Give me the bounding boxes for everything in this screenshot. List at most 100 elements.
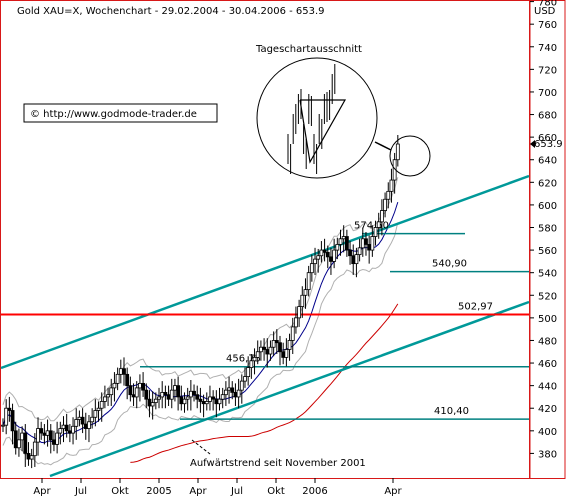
candle-body [7,407,12,411]
candle-body [144,389,149,400]
inset-connector [374,141,392,151]
candle-body [169,389,174,400]
candle-body [274,340,279,344]
candle-body [316,255,321,260]
candle-body [329,256,333,262]
candle-body [32,441,37,457]
candle-body [309,263,314,274]
candle-body [176,385,181,398]
candle-body [249,360,254,368]
inset-daily-chart [287,64,347,174]
y-tick-label: 580 [538,224,557,235]
candle-body [195,394,200,400]
candle-body [185,396,190,400]
candle-body [300,294,305,307]
y-tick-label: 720 [538,65,557,76]
candle-body [373,227,378,237]
candle-body [198,398,203,402]
channel-upper-line [0,174,530,370]
candle-body [389,179,394,192]
level-label: 410,40 [434,406,469,417]
y-tick-label: 680 [538,111,557,122]
last-price-label: 653.9 [534,139,563,150]
candle-body [157,396,161,400]
x-axis: Apr Jul Okt 2005 Apr Jul Okt 2006 Apr [33,478,403,497]
candle-body [109,387,114,396]
candle-body [208,396,212,402]
candle-body [39,428,44,434]
candle-body [259,346,263,353]
y-tick-label: 780 [538,0,557,9]
y-axis-label: USD [534,6,556,17]
chart-title: Gold XAU=X, Wochenchart - 29.02.2004 - 3… [17,6,325,17]
y-tick-label: 760 [538,20,557,31]
candle-body [17,439,21,449]
candle-body [262,346,266,350]
candle-body [287,340,292,350]
x-tick-label: 2006 [302,486,327,497]
y-tick-label: 480 [538,336,557,347]
candle-body [67,430,72,434]
candle-body [255,351,260,358]
candle-body [313,258,317,265]
candle-body [61,424,66,429]
bollinger-upper [2,177,399,422]
y-tick-label: 420 [538,404,557,415]
x-tick-label: Apr [189,486,207,497]
x-tick-label: Apr [33,486,51,497]
candle-body [55,432,60,445]
candle-body [10,410,15,432]
y-tick-label: 540 [538,269,557,280]
copyright-text: © http://www.godmode-trader.de [30,109,197,120]
candle-body [163,392,168,396]
inset-circle [256,57,378,179]
x-tick-label: Jul [230,486,243,497]
candle-body [52,439,56,445]
y-tick-label: 500 [538,314,557,325]
candle-body [36,428,40,443]
candle-body [236,389,241,398]
candle-body [383,198,387,211]
candle-body [395,143,400,161]
candle-body [42,432,47,436]
inset-title: Tageschartausschnitt [255,44,362,55]
candle-body [26,453,31,460]
last-candle-circle [389,135,431,177]
y-tick-label: 460 [538,359,557,370]
candle-body [341,236,346,240]
candle-body [71,425,75,434]
y-tick-label: 620 [538,178,557,189]
candle-body [360,238,365,249]
candle-body [297,306,302,319]
candle-body [138,382,142,389]
candle-body [179,396,184,405]
candle-body [284,349,289,358]
y-axis: 380 400 420 440 460 480 500 520 540 560 580 600 620 6… [530,0,563,460]
candle-body [351,255,356,265]
candle-body [271,340,276,348]
candle-body [214,398,219,405]
inset-triangle [299,99,347,164]
ma-long-line [130,303,399,463]
candle-body [188,390,193,398]
candle-body [322,249,327,253]
candle-body [265,349,270,355]
candle-body [29,455,34,460]
candle-body [131,394,136,398]
x-tick-label: Okt [111,486,129,497]
candle-body [141,382,145,391]
candle-body [99,401,104,409]
candle-body [252,356,257,362]
candle-body [246,367,251,377]
candle-body [239,380,244,391]
candle-body [325,251,330,258]
candle-body [150,402,155,407]
candle-body [90,416,95,423]
candles [1,134,400,469]
candle-body [48,430,53,441]
candle-body [64,424,69,432]
x-tick-label: Okt [267,486,285,497]
candle-body [379,210,384,223]
candle-body [281,351,286,358]
